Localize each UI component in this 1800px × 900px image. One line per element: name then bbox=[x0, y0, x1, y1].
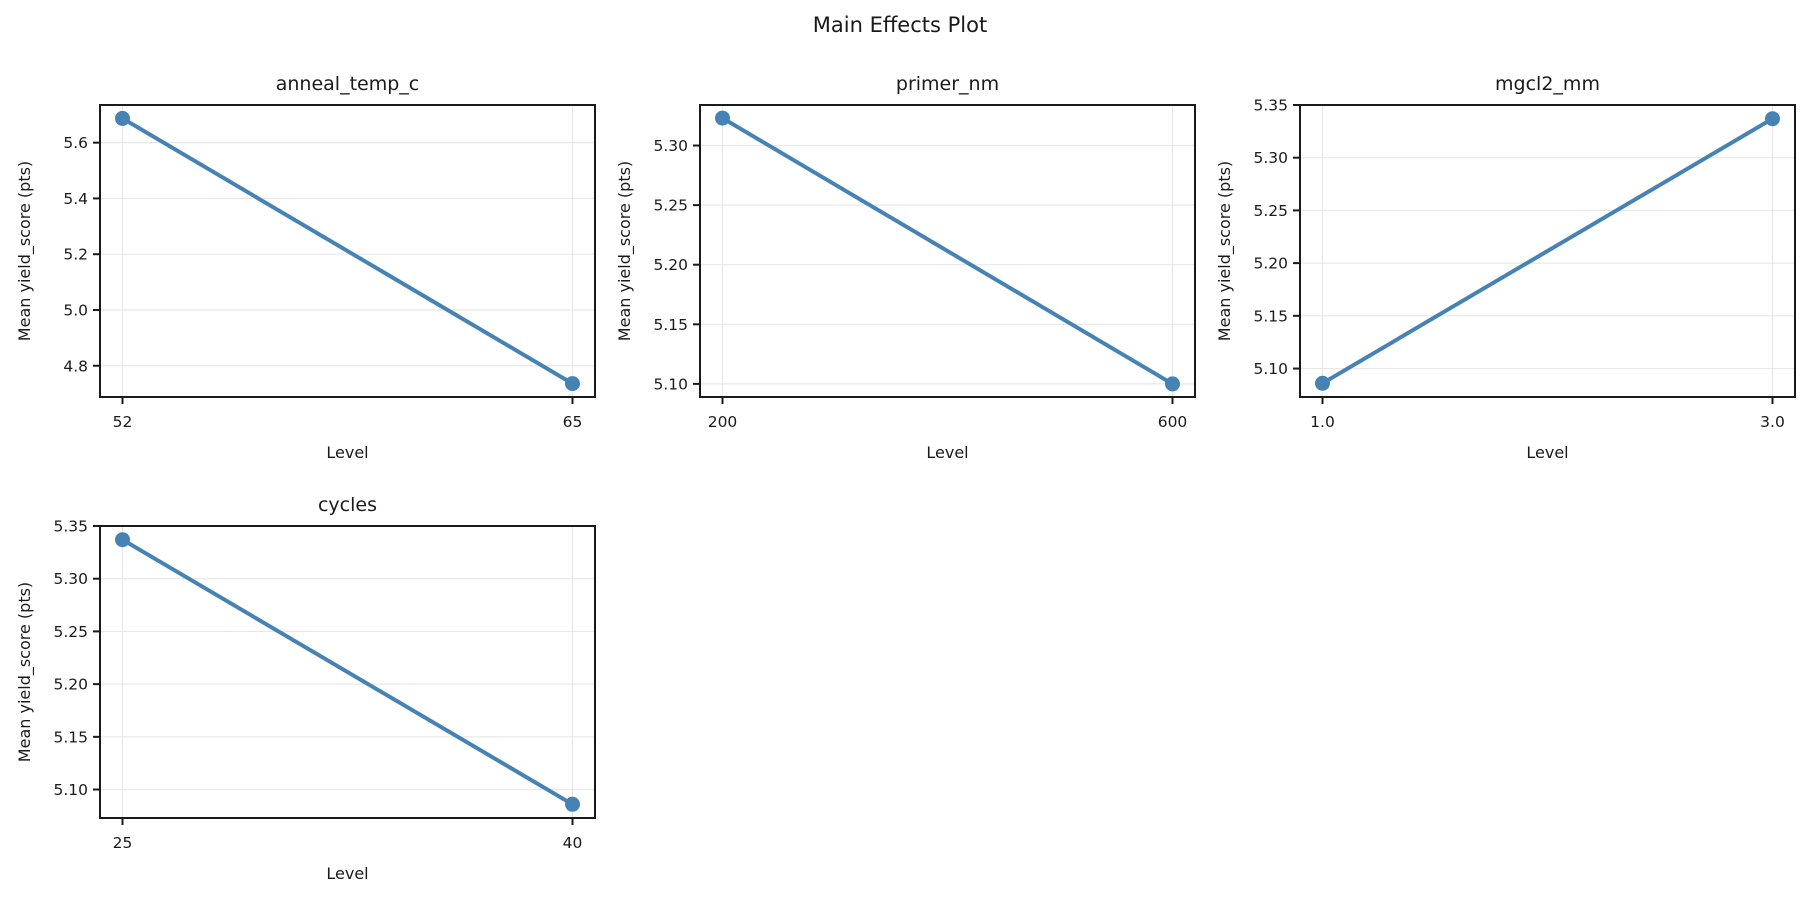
x-axis-label: Level bbox=[1526, 443, 1568, 462]
data-point-marker bbox=[115, 532, 130, 548]
x-axis-label: Level bbox=[326, 443, 368, 462]
axes-spines bbox=[99, 525, 596, 819]
subplot-mgcl2_mm: 5.10 5.15 5.20 5.25 5.30 5.35 1.0 3.0 mgcl2_mm Le… bbox=[1200, 48, 1800, 469]
x-axis-label: Level bbox=[326, 864, 368, 883]
y-tick-label: 5.0 bbox=[63, 301, 88, 319]
data-line bbox=[120, 537, 575, 807]
data-point-marker bbox=[715, 110, 730, 126]
y-tick-label: 5.15 bbox=[53, 728, 88, 746]
y-tick-label: 5.10 bbox=[1253, 360, 1288, 378]
subplot-anneal_temp_c: 4.8 5.0 5.2 5.4 5.6 52 65 anneal_temp_c Level Mea… bbox=[0, 48, 600, 469]
axes-spines bbox=[1299, 104, 1796, 398]
empty-cell bbox=[1200, 469, 1800, 890]
y-tick-label: 5.25 bbox=[653, 197, 688, 215]
data-point-marker bbox=[565, 376, 580, 392]
y-tick-label: 5.10 bbox=[53, 781, 88, 799]
x-tick-label: 40 bbox=[563, 834, 583, 852]
y-tick-label: 5.20 bbox=[653, 256, 688, 274]
data-line bbox=[720, 116, 1175, 386]
y-tick-label: 5.6 bbox=[63, 134, 88, 152]
x-axis-label: Level bbox=[926, 443, 968, 462]
x-tick-label: 52 bbox=[113, 413, 133, 431]
x-tick-label: 25 bbox=[113, 834, 133, 852]
x-tick-label: 1.0 bbox=[1310, 413, 1335, 431]
subplot-primer_nm: 5.10 5.15 5.20 5.25 5.30 200 600 primer_nm Level… bbox=[600, 48, 1200, 469]
x-tick-label: 3.0 bbox=[1760, 413, 1785, 431]
data-point-marker bbox=[1315, 375, 1330, 391]
data-point-marker bbox=[1165, 376, 1180, 392]
y-axis-label: Mean yield_score (pts) bbox=[15, 161, 35, 341]
data-point-marker bbox=[565, 796, 580, 812]
data-line bbox=[120, 116, 575, 386]
y-tick-label: 4.8 bbox=[63, 357, 88, 375]
subplot-cycles: 5.10 5.15 5.20 5.25 5.30 5.35 25 40 cycles Level M… bbox=[0, 469, 600, 890]
chart-canvas-anneal_temp_c: 4.8 5.0 5.2 5.4 5.6 52 65 anneal_temp_c Level Mea… bbox=[15, 73, 596, 462]
subplot-title: anneal_temp_c bbox=[276, 73, 420, 95]
y-axis-label: Mean yield_score (pts) bbox=[615, 161, 635, 341]
y-tick-label: 5.15 bbox=[1253, 307, 1288, 325]
chart-canvas-cycles: 5.10 5.15 5.20 5.25 5.30 5.35 25 40 cycles Level M… bbox=[15, 494, 596, 883]
y-axis-label: Mean yield_score (pts) bbox=[15, 582, 35, 762]
y-tick-label: 5.25 bbox=[53, 623, 88, 641]
y-tick-label: 5.20 bbox=[53, 676, 88, 694]
y-axis-label: Mean yield_score (pts) bbox=[1215, 161, 1235, 341]
empty-cell bbox=[600, 469, 1200, 890]
chart-canvas-primer_nm: 5.10 5.15 5.20 5.25 5.30 200 600 primer_nm Level… bbox=[615, 73, 1196, 462]
y-tick-label: 5.35 bbox=[1253, 97, 1288, 115]
y-tick-label: 5.10 bbox=[653, 375, 688, 393]
subplot-title: primer_nm bbox=[896, 73, 999, 95]
axes-spines bbox=[99, 104, 596, 398]
axes-spines bbox=[699, 104, 1196, 398]
y-tick-label: 5.20 bbox=[1253, 255, 1288, 273]
y-tick-label: 5.30 bbox=[53, 570, 88, 588]
y-tick-label: 5.30 bbox=[1253, 149, 1288, 167]
chart-canvas-mgcl2_mm: 5.10 5.15 5.20 5.25 5.30 5.35 1.0 3.0 mgcl2_mm Le… bbox=[1215, 73, 1796, 462]
y-tick-label: 5.35 bbox=[53, 518, 88, 536]
y-tick-label: 5.25 bbox=[1253, 202, 1288, 220]
y-tick-label: 5.30 bbox=[653, 137, 688, 155]
y-tick-label: 5.4 bbox=[63, 190, 88, 208]
data-point-marker bbox=[115, 110, 130, 126]
data-point-marker bbox=[1765, 111, 1780, 127]
y-tick-label: 5.2 bbox=[63, 246, 88, 264]
x-tick-label: 65 bbox=[563, 413, 583, 431]
subplot-title: mgcl2_mm bbox=[1495, 73, 1600, 95]
data-line bbox=[1320, 116, 1775, 386]
subplot-grid: 4.8 5.0 5.2 5.4 5.6 52 65 anneal_temp_c Level Mea… bbox=[0, 48, 1800, 890]
figure-title: Main Effects Plot bbox=[812, 13, 988, 37]
x-tick-label: 600 bbox=[1158, 413, 1188, 431]
subplot-title: cycles bbox=[318, 494, 377, 516]
x-tick-label: 200 bbox=[708, 413, 738, 431]
y-tick-label: 5.15 bbox=[653, 316, 688, 334]
